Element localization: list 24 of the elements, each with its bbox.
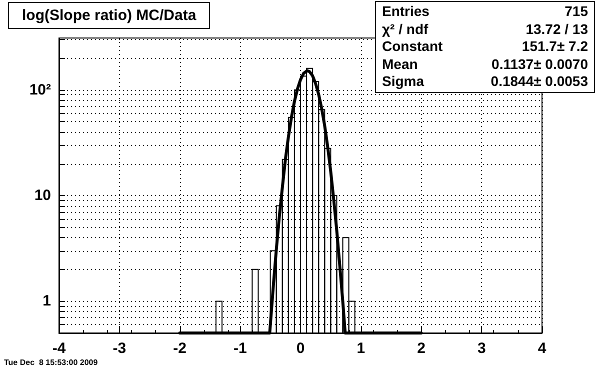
annotation: 0.1844± 0.0053	[490, 73, 588, 90]
x-tick-label: 4	[538, 340, 547, 357]
annotation: Constant	[382, 38, 443, 56]
x-tick-label: -3	[112, 340, 126, 357]
annotation: 151.7± 7.2	[522, 38, 588, 56]
text: 13.72 / 13	[526, 20, 588, 38]
annotation: 0.1137± 0.0070	[492, 56, 588, 73]
x-tick-label: 3	[477, 340, 486, 357]
text: Entries	[382, 3, 430, 20]
text: χ² / ndf	[382, 20, 428, 38]
annotation: Mean	[382, 56, 418, 73]
x-tick-label: -2	[173, 340, 186, 357]
x-tick-label: 0	[296, 340, 305, 357]
text: Tue Dec 8 15:53:00 2009	[4, 358, 98, 367]
y-tick-label: 1	[42, 292, 51, 310]
chart-title: log(Slope ratio) MC/Data	[22, 7, 197, 24]
text: 715	[564, 3, 588, 20]
x-tick-label: 2	[417, 340, 426, 357]
x-tick-label: -4	[52, 340, 66, 357]
x-tick-label: -1	[233, 340, 247, 357]
annotation: Sigma	[382, 73, 424, 90]
y-tick-label: 10	[34, 187, 51, 204]
y-tick-label: 10²	[29, 81, 51, 98]
x-tick-label: 1	[356, 340, 366, 357]
